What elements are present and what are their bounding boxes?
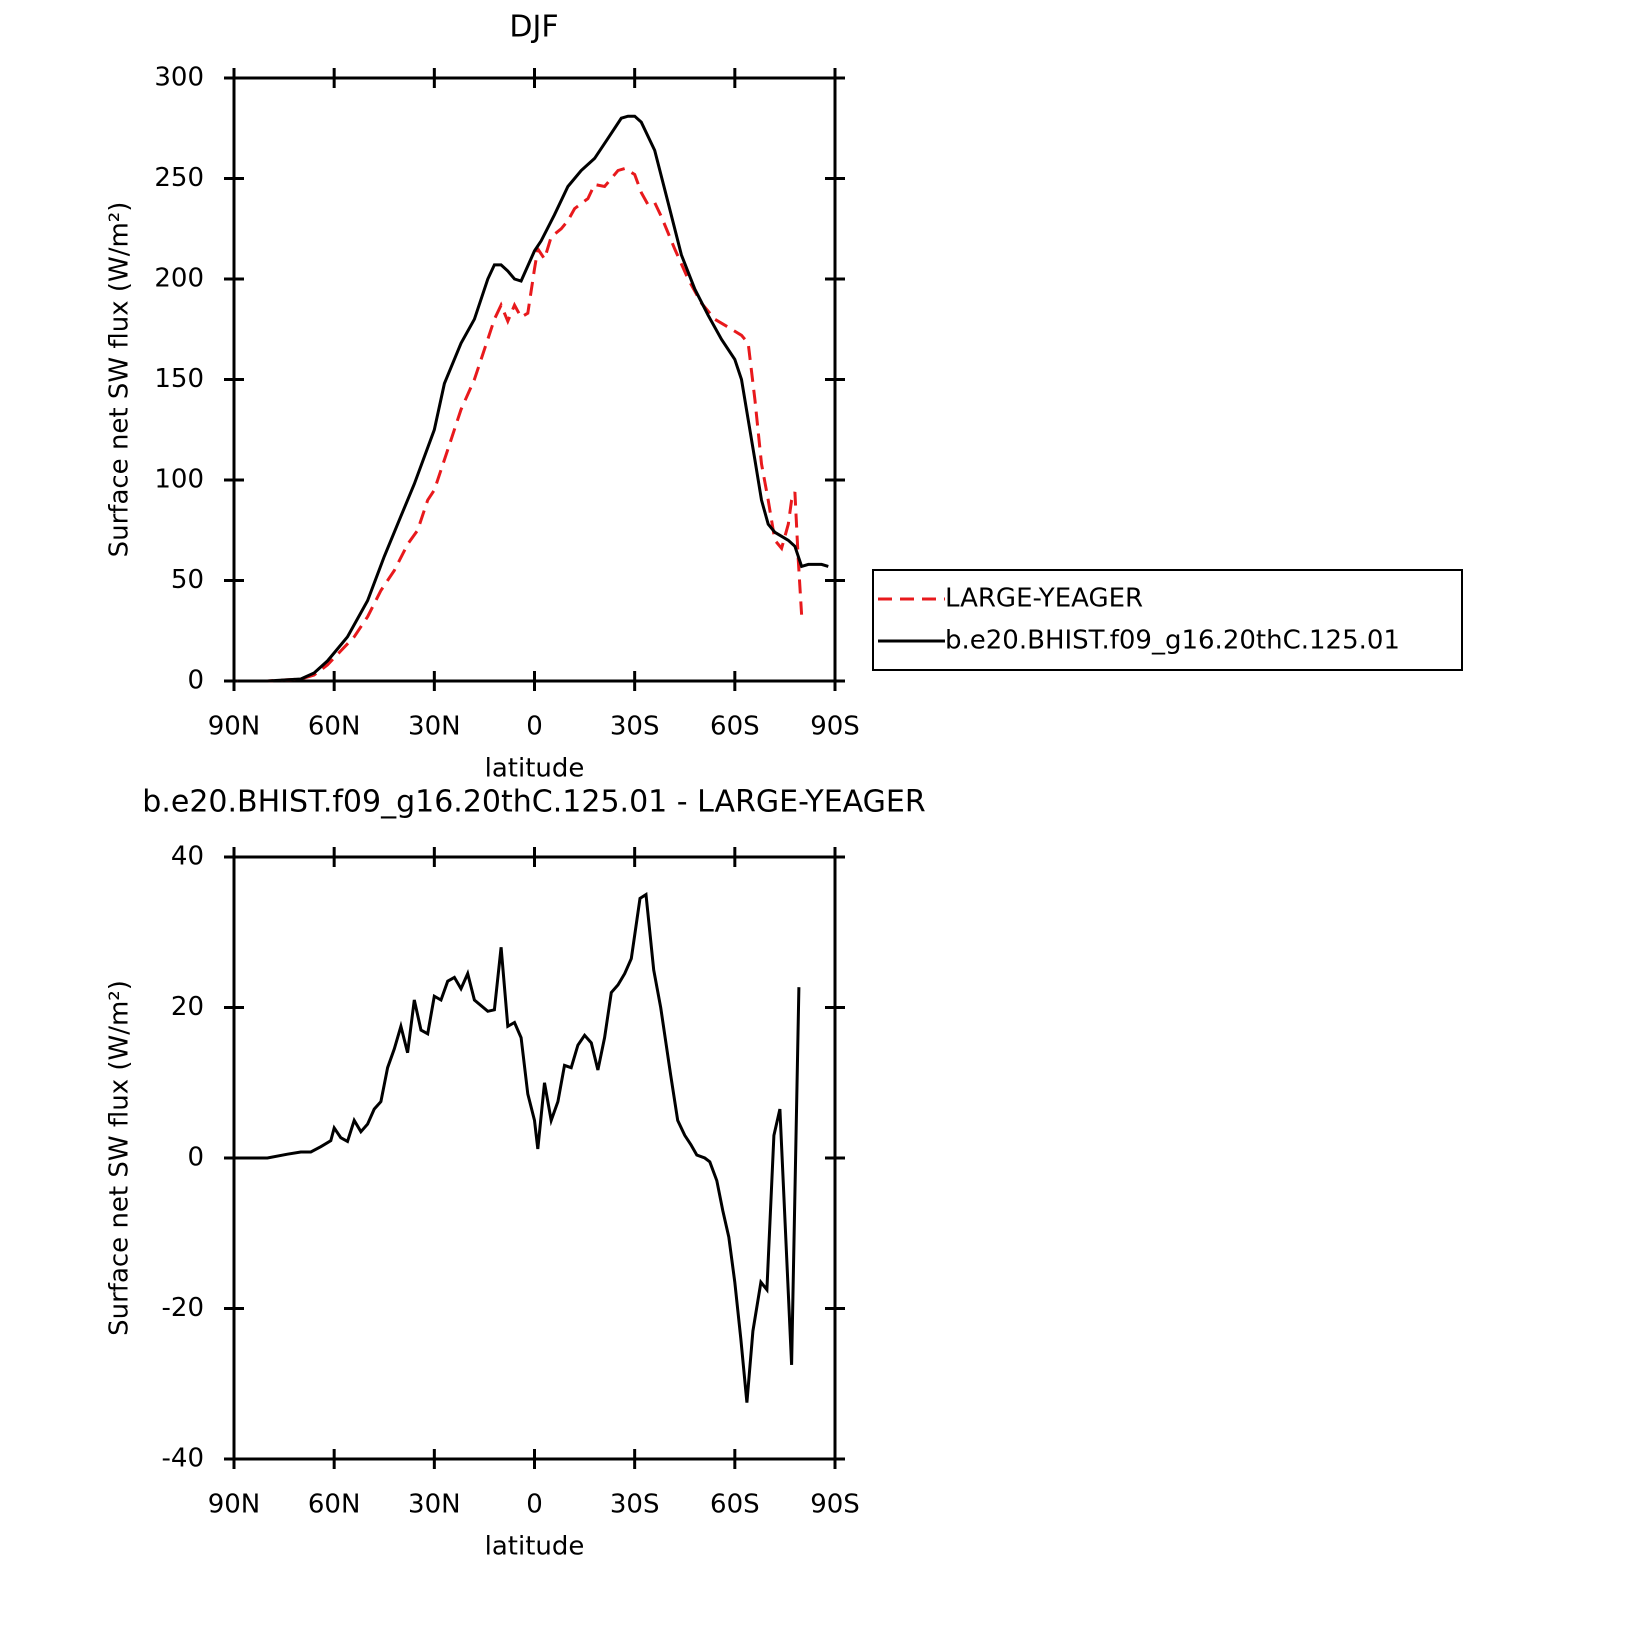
chart-title: DJF [509, 10, 558, 45]
y-tick-label: 100 [154, 465, 204, 495]
series-line [237, 114, 829, 683]
plot-frame [232, 76, 837, 683]
x-axis-label: latitude [485, 754, 585, 784]
y-tick-label: -40 [162, 1444, 204, 1474]
x-tick-label: 0 [526, 712, 543, 742]
legend-label: LARGE-YEAGER [945, 584, 1143, 614]
x-tick-label: 60N [308, 712, 361, 742]
x-tick-label: 90S [810, 712, 860, 742]
y-tick-label: 250 [154, 163, 204, 193]
y-tick-label: 0 [187, 666, 204, 696]
y-tick-label: 200 [154, 264, 204, 294]
x-tick-label: 90N [208, 1490, 261, 1520]
y-tick-label: 40 [171, 842, 204, 872]
x-tick-label: 90S [810, 1490, 860, 1520]
legend-box [872, 569, 1463, 671]
x-tick-label: 30N [408, 1490, 461, 1520]
x-tick-label: 30S [610, 712, 660, 742]
y-tick-label: 0 [187, 1143, 204, 1173]
y-tick-label: 20 [171, 992, 204, 1022]
y-tick-label: 300 [154, 63, 204, 93]
y-tick-label: 50 [171, 565, 204, 595]
x-tick-label: 60N [308, 1490, 361, 1520]
y-tick-label: 150 [154, 364, 204, 394]
x-tick-label: 30N [408, 712, 461, 742]
x-axis-label: latitude [485, 1532, 585, 1562]
chart-title: b.e20.BHIST.f09_g16.20thC.125.01 - LARGE… [142, 785, 925, 820]
x-tick-label: 0 [526, 1490, 543, 1520]
legend-label: b.e20.BHIST.f09_g16.20thC.125.01 [945, 626, 1400, 656]
y-axis-label: Surface net SW flux (W/m²) [105, 980, 135, 1336]
x-tick-label: 60S [710, 712, 760, 742]
x-tick-label: 30S [610, 1490, 660, 1520]
y-axis-label: Surface net SW flux (W/m²) [105, 202, 135, 558]
series-line [237, 166, 804, 683]
x-tick-label: 60S [710, 1490, 760, 1520]
x-tick-label: 90N [208, 712, 261, 742]
series-line [237, 892, 801, 1403]
y-tick-label: -20 [162, 1293, 204, 1323]
